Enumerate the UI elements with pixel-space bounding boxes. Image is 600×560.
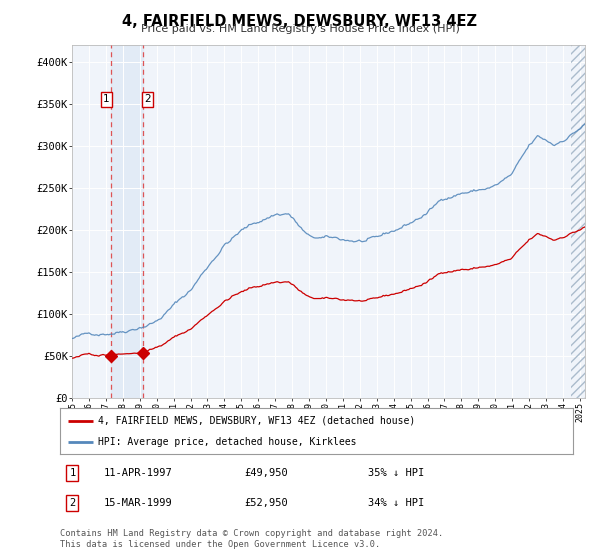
Text: 2: 2 — [69, 498, 76, 508]
Text: £49,950: £49,950 — [245, 468, 289, 478]
Text: 4, FAIRFIELD MEWS, DEWSBURY, WF13 4EZ: 4, FAIRFIELD MEWS, DEWSBURY, WF13 4EZ — [122, 14, 478, 29]
Text: 2: 2 — [144, 95, 151, 104]
Bar — [571, 45, 597, 398]
Text: 34% ↓ HPI: 34% ↓ HPI — [368, 498, 424, 508]
Text: Price paid vs. HM Land Registry's House Price Index (HPI): Price paid vs. HM Land Registry's House … — [140, 24, 460, 34]
Bar — [110, 45, 143, 398]
Text: 15-MAR-1999: 15-MAR-1999 — [104, 498, 172, 508]
Text: HPI: Average price, detached house, Kirklees: HPI: Average price, detached house, Kirk… — [98, 437, 357, 447]
Text: Contains HM Land Registry data © Crown copyright and database right 2024.
This d: Contains HM Land Registry data © Crown c… — [60, 529, 443, 549]
Text: £52,950: £52,950 — [245, 498, 289, 508]
Text: 4, FAIRFIELD MEWS, DEWSBURY, WF13 4EZ (detached house): 4, FAIRFIELD MEWS, DEWSBURY, WF13 4EZ (d… — [98, 416, 416, 426]
Text: 11-APR-1997: 11-APR-1997 — [104, 468, 172, 478]
Text: 1: 1 — [103, 95, 110, 104]
Text: 35% ↓ HPI: 35% ↓ HPI — [368, 468, 424, 478]
Text: 1: 1 — [69, 468, 76, 478]
